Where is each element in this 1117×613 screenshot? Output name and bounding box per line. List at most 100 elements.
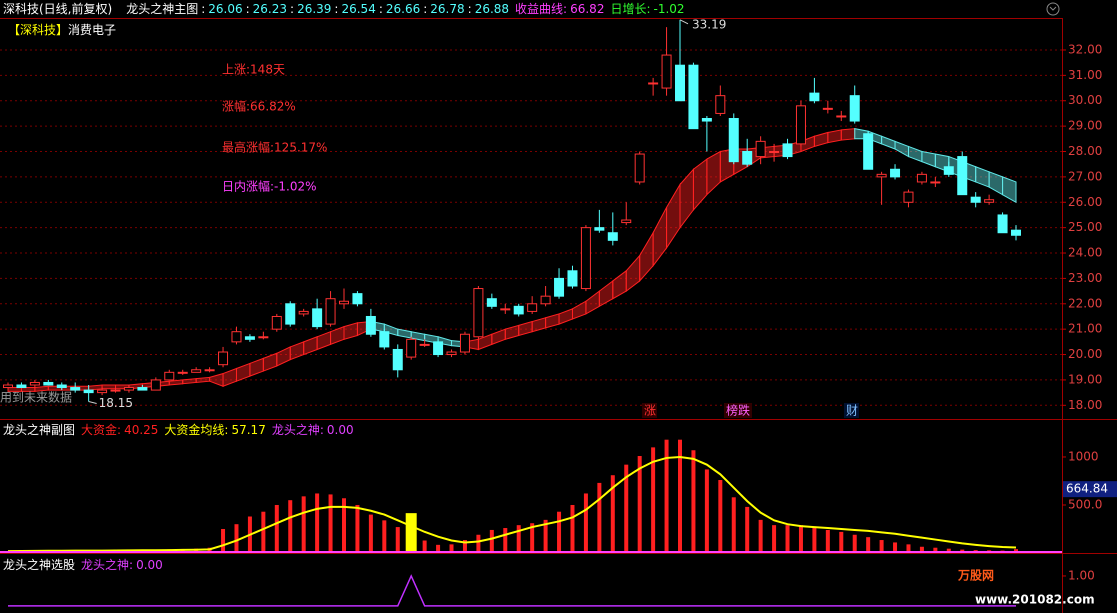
candle-body <box>849 95 860 122</box>
candle-body <box>164 371 175 381</box>
money-bar <box>812 527 817 553</box>
candle-body <box>150 379 161 391</box>
y-tick-label: 19.00 <box>1068 372 1102 386</box>
candle-body <box>352 293 363 305</box>
candle-body <box>675 64 685 102</box>
money-bar <box>678 439 682 553</box>
average-line <box>7 455 1017 553</box>
candle-body <box>916 173 927 183</box>
money-bar <box>583 493 588 553</box>
profit-label: 收益曲线: <box>515 2 567 16</box>
candle-body <box>903 191 914 203</box>
candle-body <box>863 133 874 170</box>
money-bar <box>315 493 320 553</box>
money-bar <box>261 511 266 553</box>
stock-name: 深科技(日线,前复权) <box>3 1 112 16</box>
panel-legend: 龙头之神副图 大资金: 40.25 大资金均线: 57.17 龙头之神: 0.00 <box>3 422 354 437</box>
header-line: 深科技(日线,前复权) 龙头之神主图:26.06:26.23:26.39:26.5… <box>3 1 685 16</box>
ma-separator: : <box>201 2 205 16</box>
money-bar <box>839 531 844 553</box>
money-bar <box>718 480 723 553</box>
candle-body <box>621 219 632 224</box>
low-pointer <box>88 401 97 404</box>
y-tick-label: 29.00 <box>1068 119 1102 133</box>
candle-body <box>580 227 591 290</box>
candle-body <box>701 118 712 122</box>
collapse-icon <box>1049 6 1057 11</box>
event-marker-box <box>724 403 752 418</box>
candle-body <box>809 92 820 102</box>
legend-value: 40.25 <box>124 423 158 437</box>
ribbon-segment <box>195 376 211 384</box>
ribbon-segment <box>101 384 117 390</box>
money-bar <box>758 519 763 553</box>
ribbon-segment <box>168 379 184 386</box>
y-tick-label: 500.0 <box>1068 497 1102 511</box>
candle-body <box>285 303 296 325</box>
candle-body <box>527 303 538 312</box>
money-bar <box>557 511 562 553</box>
candle-body <box>379 331 390 348</box>
money-bar <box>207 547 212 553</box>
money-bar <box>288 500 293 553</box>
money-bar <box>570 504 575 553</box>
candle-body <box>177 371 188 374</box>
candle-body <box>486 298 497 307</box>
legend-value: 57.17 <box>231 423 265 437</box>
candle-body <box>244 336 255 340</box>
candle-body <box>56 384 67 389</box>
candle-body <box>930 181 941 184</box>
money-bar <box>234 524 239 553</box>
window-controls[interactable] <box>1046 2 1060 16</box>
money-bar <box>368 514 373 553</box>
cursor-value: 664.84 <box>1066 482 1108 496</box>
money-bar <box>597 482 602 553</box>
candle-body <box>406 338 417 358</box>
candle-body <box>648 82 659 85</box>
ma-separator: : <box>334 2 338 16</box>
collapse-button[interactable] <box>1046 2 1060 16</box>
candle-body <box>957 156 968 196</box>
indicator-name: 龙头之神主图 <box>126 2 198 16</box>
money-bar <box>355 504 360 553</box>
money-bar <box>476 534 481 553</box>
money-bar <box>933 547 938 553</box>
daily-value: -1.02 <box>654 2 685 16</box>
panel-title: 龙头之神选股 <box>3 558 75 572</box>
sector: 消费电子 <box>68 23 116 37</box>
ma-value: 26.78 <box>430 2 464 16</box>
candle-body <box>298 310 309 315</box>
candle-body <box>365 315 376 335</box>
candle-body <box>258 336 269 339</box>
y-tick-label: 31.00 <box>1068 68 1102 82</box>
daily-label: 日增长: <box>610 2 650 16</box>
ma-separator: : <box>246 2 250 16</box>
ma-separator: : <box>290 2 294 16</box>
candle-body <box>970 196 981 203</box>
y-tick-label: 27.00 <box>1068 169 1102 183</box>
high-label: 33.19 <box>692 17 726 31</box>
candle-body <box>997 214 1008 234</box>
candle-body <box>715 95 726 114</box>
money-bar <box>785 525 790 553</box>
legend-name: 龙头之神: <box>272 423 324 437</box>
money-bar <box>342 498 346 553</box>
money-bar <box>503 528 508 553</box>
candle-body <box>43 381 54 386</box>
ma-separator: : <box>423 2 427 16</box>
panel-title: 龙头之神副图 <box>3 423 75 437</box>
ma-value: 26.88 <box>475 2 509 16</box>
candle-body <box>191 369 202 373</box>
ma-value: 26.66 <box>386 2 420 16</box>
ribbon-segment <box>1002 176 1017 204</box>
annotation: 涨幅:66.82% <box>222 99 296 114</box>
event-marker: 涨 <box>644 403 656 418</box>
money-bar <box>610 475 615 553</box>
candle-body <box>607 232 618 241</box>
future-data-note: 用到未来数据 <box>0 390 72 405</box>
money-bar <box>274 504 279 553</box>
candle-body <box>822 107 833 110</box>
candle-body <box>728 118 739 163</box>
money-bar <box>879 540 884 553</box>
